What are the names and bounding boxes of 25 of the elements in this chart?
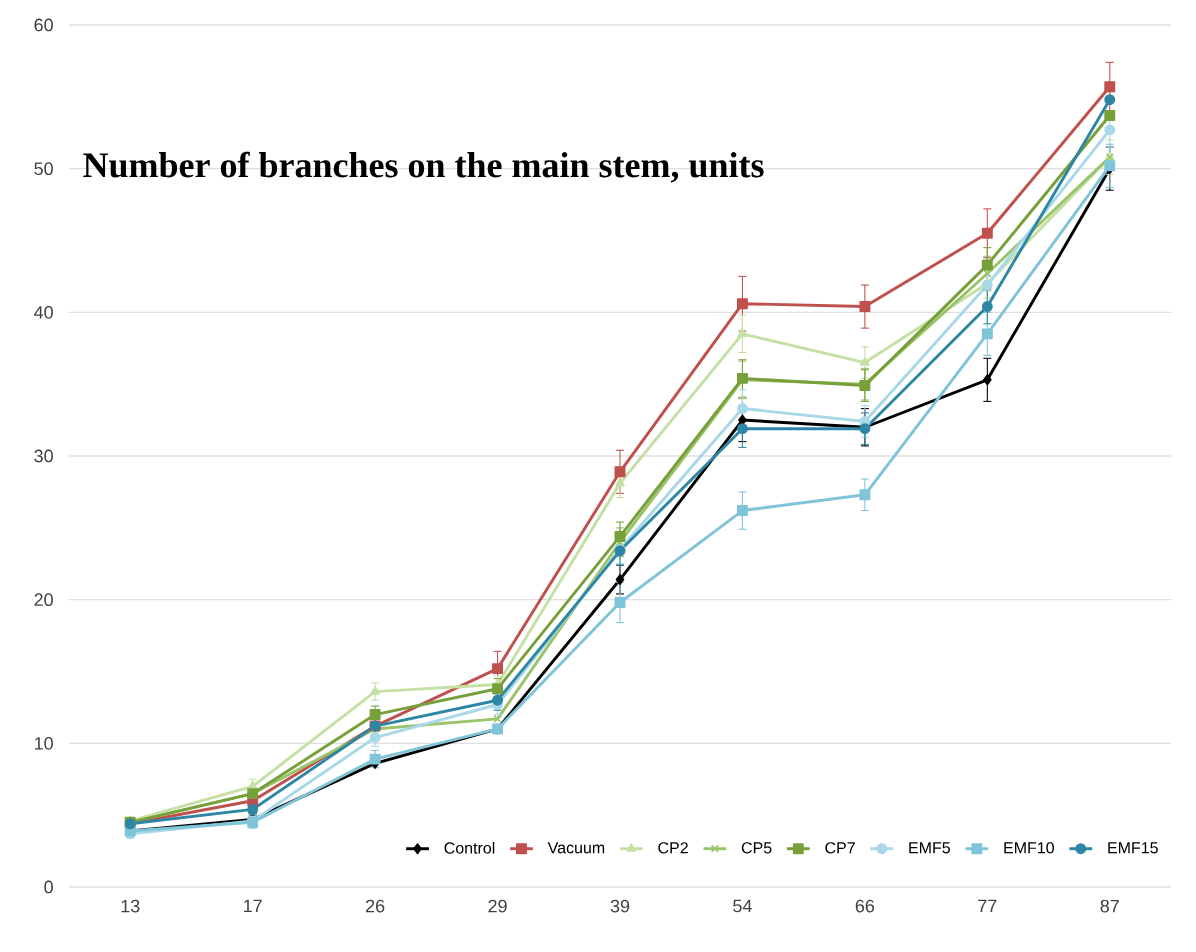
legend-label: Control xyxy=(444,841,495,854)
legend-label: EMF10 xyxy=(1004,842,1054,854)
legend-label: EMF5 xyxy=(909,842,950,854)
y-tick-label: 10 xyxy=(34,736,53,750)
legend-label: Vacuum xyxy=(547,842,605,854)
y-tick-label: 40 xyxy=(34,305,53,319)
y-tick-label: 30 xyxy=(34,449,53,463)
y-tick-label: 20 xyxy=(34,593,53,607)
x-tick-label: 66 xyxy=(855,899,875,913)
y-tick-label: 0 xyxy=(44,880,53,894)
x-tick-label: 13 xyxy=(121,899,140,913)
legend-label: CP2 xyxy=(658,842,688,854)
x-tick-label: 17 xyxy=(244,899,262,913)
x-tick-label: 54 xyxy=(733,899,752,913)
text: Number of branches on the main stem, units xyxy=(83,151,764,183)
x-tick-label: 87 xyxy=(1100,899,1119,913)
legend-label: CP7 xyxy=(825,842,855,854)
y-tick-label: 50 xyxy=(34,162,53,176)
x-tick-label: 39 xyxy=(610,899,630,913)
legend-label: CP5 xyxy=(741,842,772,854)
y-tick-label: 60 xyxy=(34,18,53,32)
x-tick-label: 29 xyxy=(488,899,507,913)
legend-label: EMF15 xyxy=(1108,842,1158,854)
x-tick-label: 26 xyxy=(366,899,385,913)
x-tick-label: 77 xyxy=(978,899,997,913)
